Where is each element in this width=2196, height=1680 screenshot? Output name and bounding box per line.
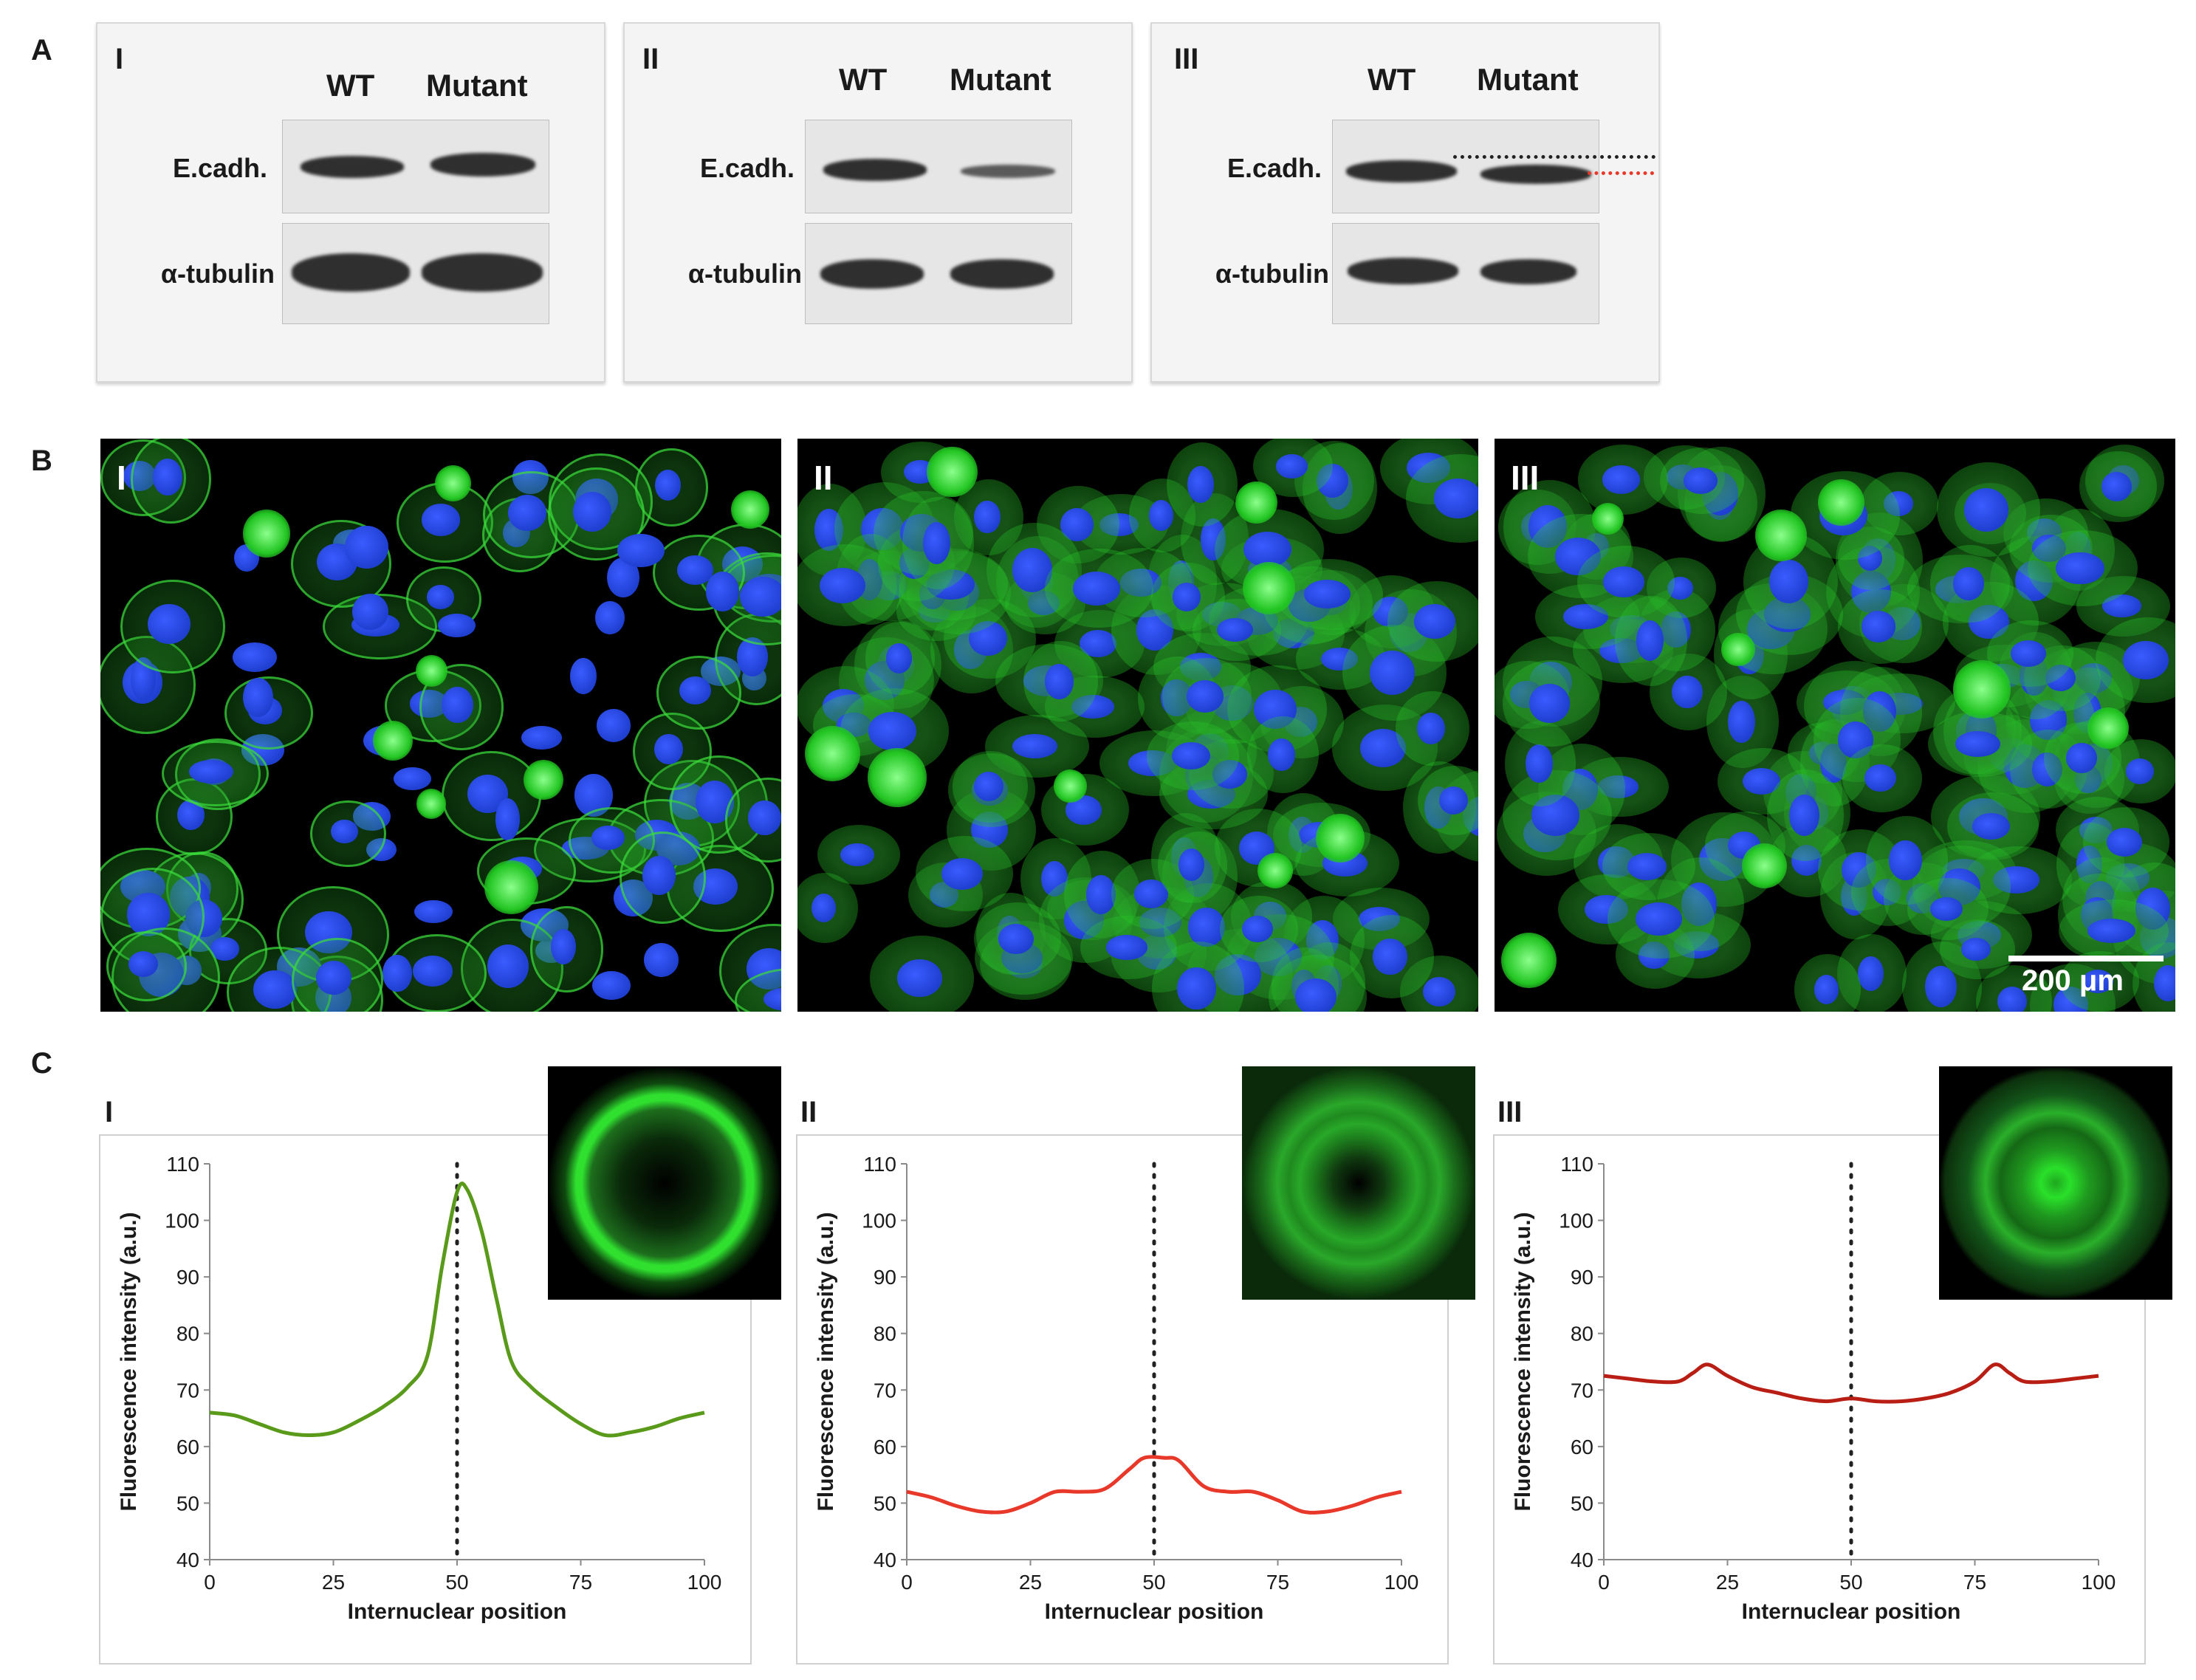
x-tick-label: 100 [2082, 1571, 2116, 1594]
panel-roman-numeral: II [814, 459, 833, 497]
y-tick-label: 40 [176, 1549, 199, 1571]
y-tick-label: 90 [874, 1266, 896, 1289]
intensity-profile-chart-3: 40 50 60 70 80 90 100 110 0 25 50 75 100 Internuclear… [1511, 1153, 2116, 1624]
x-tick-label: 75 [1266, 1571, 1289, 1594]
section-b-letter: B [31, 445, 52, 477]
panel-roman-numeral: III [1174, 43, 1199, 75]
x-axis-title: Internuclear position [348, 1600, 567, 1624]
y-tick-label: 60 [874, 1436, 896, 1458]
y-tick-label: 60 [1571, 1436, 1593, 1458]
lane-label-mutant: Mutant [1477, 62, 1579, 97]
lane-label-mutant: Mutant [950, 62, 1051, 97]
y-tick-label: 100 [165, 1210, 199, 1232]
y-tick-label: 50 [874, 1492, 896, 1515]
section-a-letter: A [31, 34, 52, 66]
radial-profile-inset-3 [1939, 1066, 2172, 1300]
x-tick-label: 100 [1384, 1571, 1419, 1594]
plot-roman-numeral-2: II [800, 1096, 817, 1128]
row-label-ecadh: E.cadh. [699, 153, 795, 183]
y-tick-label: 90 [1571, 1266, 1593, 1289]
y-tick-label: 40 [1571, 1549, 1593, 1571]
intensity-series-line [209, 1182, 705, 1438]
x-tick-label: 25 [1019, 1571, 1042, 1594]
y-tick-label: 80 [1571, 1323, 1593, 1345]
fluorescence-micrograph-2: II [797, 439, 1478, 1012]
blot-tubulin [282, 223, 549, 324]
panel-roman-numeral: II [642, 43, 659, 75]
y-tick-label: 40 [874, 1549, 896, 1571]
blot-ecadh [282, 120, 549, 213]
y-tick-label: 100 [862, 1210, 896, 1232]
x-tick-label: 25 [1716, 1571, 1739, 1594]
x-tick-label: 0 [1598, 1571, 1610, 1594]
y-tick-label: 80 [874, 1323, 896, 1345]
plot-roman-numeral-1: I [105, 1096, 114, 1128]
intensity-profile-chart-1: 40 50 60 70 80 90 100 110 0 25 50 75 100 Internuclear… [117, 1153, 722, 1624]
row-label-tubulin: α-tubulin [687, 258, 802, 289]
intensity-series-line [906, 1455, 1402, 1515]
plot-roman-numeral-3: III [1497, 1096, 1523, 1128]
y-tick-label: 90 [176, 1266, 199, 1289]
lane-label-wt: WT [1368, 62, 1416, 97]
x-tick-label: 75 [1963, 1571, 1986, 1594]
intensity-series-line [1603, 1362, 2099, 1404]
y-tick-label: 110 [166, 1153, 199, 1176]
row-label-tubulin: α-tubulin [160, 258, 275, 289]
panel-roman-numeral: I [117, 459, 126, 497]
x-tick-label: 0 [901, 1571, 913, 1594]
y-tick-label: 70 [1571, 1379, 1593, 1402]
y-tick-label: 110 [1560, 1153, 1593, 1176]
dotted-reference-line-red [1588, 171, 1654, 175]
y-axis-title: Fluorescence intensity (a.u.) [1511, 1212, 1535, 1511]
blot-tubulin [1332, 223, 1599, 324]
x-tick-label: 50 [1142, 1571, 1165, 1594]
y-tick-label: 70 [176, 1379, 199, 1402]
western-blot-panel-2: II WT Mutant E.cadh. α-tubulin [623, 22, 1133, 383]
fluorescence-micrograph-3: III 200 μm [1495, 439, 2175, 1012]
row-label-tubulin: α-tubulin [1215, 258, 1329, 289]
blot-ecadh [805, 120, 1072, 213]
scale-bar-label: 200 μm [2022, 964, 2124, 997]
blot-ecadh [1332, 120, 1599, 213]
row-label-ecadh: E.cadh. [172, 153, 267, 183]
x-axis-title: Internuclear position [1045, 1600, 1264, 1624]
lane-label-wt: WT [326, 68, 375, 103]
dotted-reference-line-black [1453, 155, 1655, 159]
blot-tubulin [805, 223, 1072, 324]
radial-profile-inset-1 [548, 1066, 781, 1300]
scale-bar-line [2008, 956, 2164, 961]
y-tick-label: 100 [1559, 1210, 1593, 1232]
x-tick-label: 25 [322, 1571, 345, 1594]
western-blot-panel-3: III WT Mutant E.cadh. α-tubulin [1150, 22, 1660, 383]
radial-profile-inset-2 [1242, 1066, 1475, 1300]
section-c-letter: C [31, 1047, 52, 1080]
y-tick-label: 110 [863, 1153, 896, 1176]
intensity-profile-chart-2: 40 50 60 70 80 90 100 110 0 25 50 75 100 Internuclear… [814, 1153, 1419, 1624]
x-tick-label: 0 [204, 1571, 216, 1594]
x-tick-label: 50 [1839, 1571, 1862, 1594]
lane-label-wt: WT [839, 62, 888, 97]
y-tick-label: 50 [1571, 1492, 1593, 1515]
x-tick-label: 50 [445, 1571, 468, 1594]
western-blot-panel-1: I WT Mutant E.cadh. α-tubulin [96, 22, 605, 383]
fluorescence-micrograph-1: I [100, 439, 781, 1012]
x-tick-label: 75 [569, 1571, 592, 1594]
y-tick-label: 60 [176, 1436, 199, 1458]
y-tick-label: 70 [874, 1379, 896, 1402]
row-label-ecadh: E.cadh. [1226, 153, 1322, 183]
x-axis-title: Internuclear position [1742, 1600, 1961, 1624]
x-tick-label: 100 [687, 1571, 722, 1594]
y-axis-title: Fluorescence intensity (a.u.) [117, 1212, 141, 1511]
y-tick-label: 80 [176, 1323, 199, 1345]
lane-label-mutant: Mutant [426, 68, 528, 103]
y-tick-label: 50 [176, 1492, 199, 1515]
panel-roman-numeral: III [1511, 459, 1540, 497]
panel-roman-numeral: I [115, 43, 124, 75]
y-axis-title: Fluorescence intensity (a.u.) [814, 1212, 838, 1511]
